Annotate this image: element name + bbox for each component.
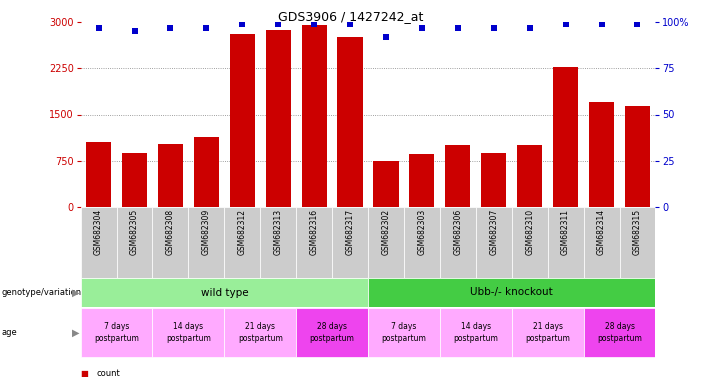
- Bar: [584, 308, 655, 357]
- Text: GSM682316: GSM682316: [310, 209, 319, 255]
- Text: GDS3906 / 1427242_at: GDS3906 / 1427242_at: [278, 10, 423, 23]
- Point: [273, 21, 284, 27]
- Bar: [368, 278, 655, 307]
- Bar: [332, 207, 368, 278]
- Point: [308, 21, 320, 27]
- Bar: [374, 161, 399, 207]
- Text: 28 days
postpartum: 28 days postpartum: [310, 322, 355, 343]
- Bar: [404, 207, 440, 278]
- Bar: [81, 207, 116, 278]
- Bar: [86, 142, 111, 207]
- Point: [129, 28, 140, 34]
- Bar: [440, 308, 512, 357]
- Bar: [266, 30, 291, 207]
- Point: [93, 25, 104, 31]
- Point: [560, 21, 571, 27]
- Text: age: age: [1, 328, 17, 337]
- Point: [596, 21, 607, 27]
- Text: count: count: [96, 369, 120, 378]
- Text: 28 days
postpartum: 28 days postpartum: [597, 322, 642, 343]
- Text: wild type: wild type: [200, 288, 248, 298]
- Bar: [122, 153, 147, 207]
- Text: GSM682310: GSM682310: [525, 209, 534, 255]
- Text: ▶: ▶: [72, 328, 80, 338]
- Bar: [81, 308, 153, 357]
- Text: GSM682304: GSM682304: [94, 209, 103, 255]
- Bar: [368, 308, 440, 357]
- Bar: [81, 278, 368, 307]
- Bar: [512, 207, 547, 278]
- Text: ■: ■: [81, 369, 88, 378]
- Bar: [409, 154, 435, 207]
- Point: [200, 25, 212, 31]
- Bar: [440, 207, 476, 278]
- Text: GSM682305: GSM682305: [130, 209, 139, 255]
- Bar: [547, 207, 584, 278]
- Text: GSM682306: GSM682306: [454, 209, 463, 255]
- Bar: [153, 207, 189, 278]
- Bar: [230, 34, 255, 207]
- Bar: [517, 145, 543, 207]
- Bar: [553, 67, 578, 207]
- Bar: [260, 207, 297, 278]
- Text: GSM682309: GSM682309: [202, 209, 211, 255]
- Point: [237, 21, 248, 27]
- Text: 7 days
postpartum: 7 days postpartum: [94, 322, 139, 343]
- Bar: [589, 102, 614, 207]
- Text: GSM682311: GSM682311: [561, 209, 570, 255]
- Point: [165, 25, 176, 31]
- Bar: [224, 308, 297, 357]
- Text: GSM682308: GSM682308: [166, 209, 175, 255]
- Bar: [512, 308, 583, 357]
- Text: 21 days
postpartum: 21 days postpartum: [238, 322, 283, 343]
- Point: [632, 21, 643, 27]
- Text: 7 days
postpartum: 7 days postpartum: [381, 322, 426, 343]
- Bar: [153, 308, 224, 357]
- Bar: [158, 144, 183, 207]
- Bar: [584, 207, 620, 278]
- Bar: [297, 308, 368, 357]
- Text: GSM682313: GSM682313: [273, 209, 283, 255]
- Text: GSM682312: GSM682312: [238, 209, 247, 255]
- Bar: [301, 25, 327, 207]
- Text: GSM682302: GSM682302: [381, 209, 390, 255]
- Text: ▶: ▶: [72, 288, 80, 298]
- Bar: [337, 37, 362, 207]
- Text: GSM682317: GSM682317: [346, 209, 355, 255]
- Point: [344, 21, 355, 27]
- Point: [524, 25, 536, 31]
- Text: GSM682314: GSM682314: [597, 209, 606, 255]
- Bar: [224, 207, 260, 278]
- Point: [488, 25, 499, 31]
- Bar: [620, 207, 655, 278]
- Point: [381, 34, 392, 40]
- Bar: [481, 153, 506, 207]
- Text: GSM682307: GSM682307: [489, 209, 498, 255]
- Point: [416, 25, 428, 31]
- Text: 21 days
postpartum: 21 days postpartum: [525, 322, 570, 343]
- Text: GSM682303: GSM682303: [417, 209, 426, 255]
- Bar: [476, 207, 512, 278]
- Bar: [189, 207, 224, 278]
- Bar: [445, 145, 470, 207]
- Text: 14 days
postpartum: 14 days postpartum: [166, 322, 211, 343]
- Bar: [368, 207, 404, 278]
- Text: GSM682315: GSM682315: [633, 209, 642, 255]
- Bar: [297, 207, 332, 278]
- Point: [452, 25, 463, 31]
- Bar: [193, 137, 219, 207]
- Text: genotype/variation: genotype/variation: [1, 288, 81, 297]
- Text: Ubb-/- knockout: Ubb-/- knockout: [470, 288, 553, 298]
- Text: 14 days
postpartum: 14 days postpartum: [454, 322, 498, 343]
- Bar: [625, 106, 650, 207]
- Bar: [116, 207, 153, 278]
